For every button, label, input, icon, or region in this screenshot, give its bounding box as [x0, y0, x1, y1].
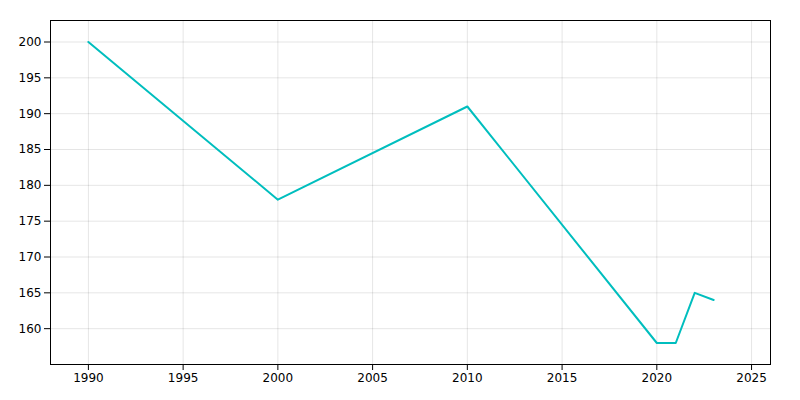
- svg-text:175: 175: [19, 214, 42, 228]
- svg-text:2020: 2020: [642, 371, 673, 385]
- svg-text:2005: 2005: [357, 371, 388, 385]
- svg-text:2000: 2000: [263, 371, 294, 385]
- svg-text:185: 185: [19, 142, 42, 156]
- svg-text:195: 195: [19, 71, 42, 85]
- svg-text:165: 165: [19, 286, 42, 300]
- svg-text:200: 200: [19, 35, 42, 49]
- svg-text:180: 180: [19, 178, 42, 192]
- svg-text:160: 160: [19, 322, 42, 336]
- svg-text:2015: 2015: [547, 371, 578, 385]
- svg-text:190: 190: [19, 107, 42, 121]
- svg-text:2010: 2010: [452, 371, 483, 385]
- svg-text:1995: 1995: [168, 371, 199, 385]
- svg-text:1990: 1990: [73, 371, 104, 385]
- svg-text:170: 170: [19, 250, 42, 264]
- svg-text:2025: 2025: [736, 371, 767, 385]
